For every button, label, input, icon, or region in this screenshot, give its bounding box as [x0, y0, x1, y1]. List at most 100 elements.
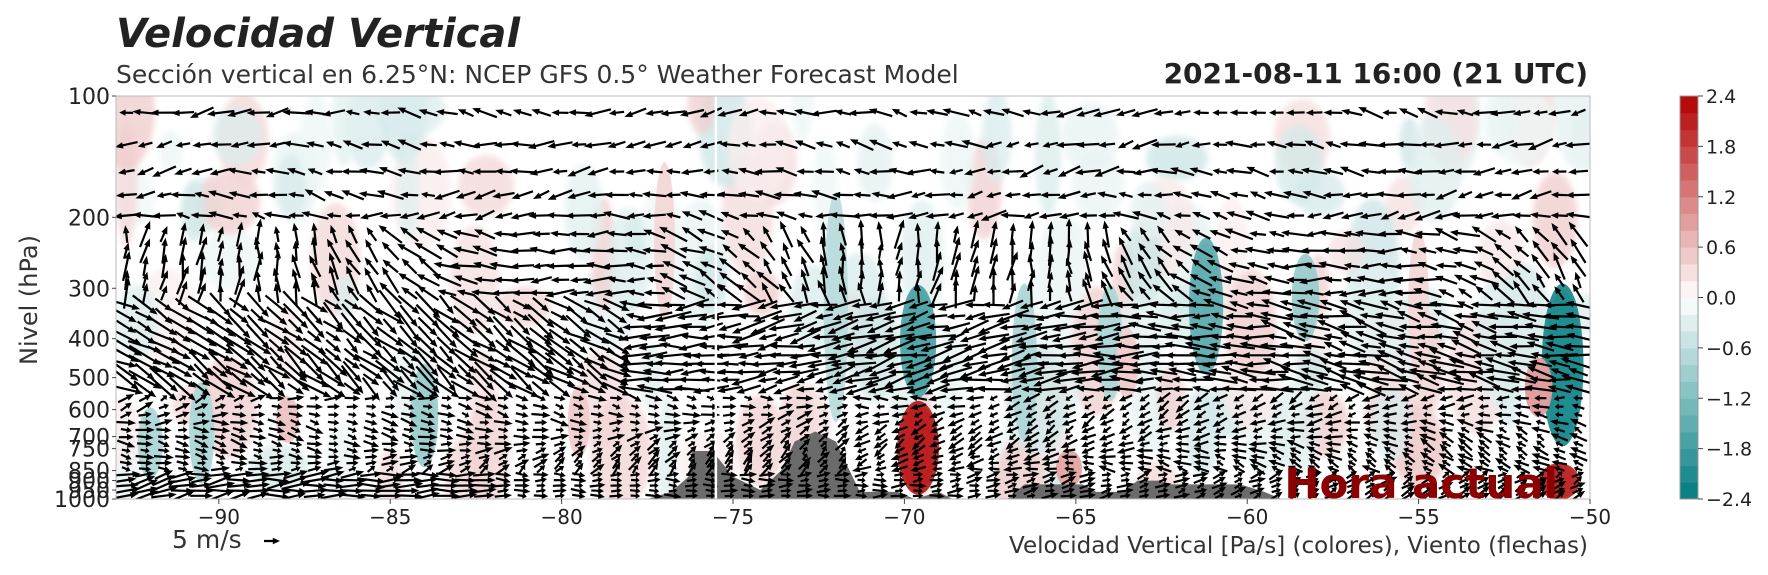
wind-arrow [433, 353, 460, 374]
wind-arrow [811, 333, 836, 341]
wind-arrow [328, 252, 339, 280]
wind-arrow [817, 492, 830, 499]
wind-arrow [744, 395, 753, 402]
wind-arrow [832, 365, 854, 378]
wind-arrow [1384, 395, 1395, 402]
wind-arrow [1154, 244, 1173, 258]
wind-arrow [287, 394, 305, 402]
wind-arrow [988, 419, 1000, 426]
wind-arrow [611, 462, 621, 477]
wind-arrow [168, 371, 197, 388]
wind-arrow [169, 475, 197, 484]
wind-arrow [1003, 384, 1022, 393]
wind-arrow [1286, 439, 1305, 449]
wind-arrow [718, 322, 742, 331]
wind-arrow [1327, 465, 1340, 473]
wind-arrow [365, 239, 379, 263]
field-patch [382, 96, 445, 136]
wind-arrow [1572, 459, 1584, 467]
wind-arrow [1298, 322, 1331, 332]
wind-arrow [1347, 482, 1357, 489]
wind-arrow [1421, 486, 1433, 496]
wind-arrow [399, 212, 420, 220]
wind-arrow [894, 438, 905, 449]
wind-arrow [1420, 394, 1435, 402]
wind-arrow [1024, 439, 1039, 448]
wind-arrow [471, 375, 497, 402]
wind-arrow [587, 167, 609, 176]
wind-arrow [704, 287, 718, 300]
wind-arrow [120, 411, 132, 419]
wind-arrow [227, 314, 251, 339]
wind-arrow [1397, 333, 1420, 340]
wind-arrow [311, 222, 318, 246]
wind-arrow [717, 108, 743, 117]
wind-arrow [236, 254, 243, 278]
wind-arrow [513, 487, 531, 494]
wind-arrow [205, 379, 236, 399]
wind-arrow [475, 402, 494, 411]
wind-arrow [660, 243, 687, 259]
wind-arrow [324, 299, 343, 310]
wind-arrow [531, 411, 551, 419]
wind-arrow [472, 340, 497, 352]
wind-arrow [1400, 485, 1415, 498]
wind-arrow [1194, 487, 1208, 494]
wind-arrow [1175, 434, 1189, 441]
wind-arrow [1285, 109, 1305, 116]
wind-arrow [931, 282, 942, 304]
wind-arrow [868, 139, 893, 151]
wind-arrow [846, 352, 877, 359]
wind-arrow [434, 482, 459, 489]
wind-arrow [1497, 491, 1508, 499]
wind-arrow [698, 210, 724, 222]
wind-arrow [969, 482, 980, 489]
wind-arrow [947, 492, 964, 499]
wind-arrow [612, 441, 620, 448]
wind-arrow [194, 403, 209, 411]
wind-arrow [1506, 310, 1537, 323]
wind-arrow [890, 452, 909, 461]
wind-arrow [1192, 385, 1210, 393]
wind-arrow [1439, 411, 1454, 418]
wind-arrow [382, 453, 398, 461]
wind-arrow [1190, 191, 1212, 199]
wind-arrow [964, 301, 985, 309]
wind-arrow [759, 444, 775, 458]
wind-arrow [1533, 479, 1547, 493]
wind-arrow [1282, 360, 1309, 368]
wind-arrow [474, 368, 495, 391]
wind-arrow [607, 318, 625, 335]
wind-arrow [1457, 458, 1473, 469]
wind-arrow [121, 466, 131, 472]
field-patch [1553, 96, 1590, 172]
wind-arrow [1247, 275, 1268, 285]
wind-arrow [197, 411, 206, 418]
wind-arrow [646, 276, 663, 284]
wind-arrow [893, 433, 906, 441]
wind-arrow [1094, 165, 1120, 177]
wind-arrow [209, 490, 235, 499]
wind-arrow [1081, 446, 1095, 454]
wind-arrow [1434, 211, 1459, 220]
wind-arrow [1404, 465, 1413, 472]
wind-arrow [1099, 408, 1115, 421]
wind-arrow [516, 447, 528, 454]
wind-arrow [718, 257, 742, 276]
wind-arrow [565, 212, 593, 219]
wind-arrow [283, 475, 309, 486]
wind-arrow [177, 280, 188, 306]
wind-arrow [415, 357, 440, 386]
field-patch [981, 96, 1012, 183]
wind-arrow [475, 447, 494, 455]
wind-arrow [492, 315, 514, 338]
wind-arrow [1191, 229, 1211, 240]
wind-arrow [360, 141, 382, 148]
wind-arrow [1079, 476, 1096, 484]
colorbar-tick-label: 1.2 [1706, 187, 1736, 209]
wind-arrow [1038, 212, 1062, 220]
wind-arrow [381, 410, 399, 419]
wind-arrow [131, 486, 159, 495]
wind-arrow [660, 110, 686, 117]
wind-arrow [1281, 246, 1310, 254]
